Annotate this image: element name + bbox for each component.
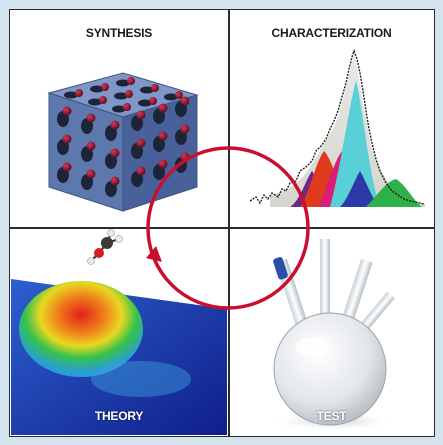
framework-node bbox=[180, 96, 190, 106]
framework-node bbox=[175, 91, 183, 99]
framework-node bbox=[62, 134, 72, 144]
framework-node bbox=[86, 113, 96, 123]
framework-node bbox=[158, 131, 168, 141]
framework-node bbox=[123, 103, 131, 111]
synthesis-label: SYNTHESIS bbox=[85, 26, 153, 40]
characterization-label: CHARACTERIZATION bbox=[271, 26, 392, 40]
framework-node bbox=[136, 166, 146, 176]
framework-pore bbox=[138, 99, 152, 107]
framework-node bbox=[180, 124, 190, 134]
characterization-panel: CHARACTERIZATION bbox=[230, 11, 433, 226]
framework-node bbox=[62, 106, 72, 116]
energy-surface-molecule-icon bbox=[11, 229, 227, 435]
framework-pore bbox=[116, 79, 130, 87]
framework-node bbox=[86, 141, 96, 151]
theory-panel: THEORY bbox=[11, 229, 227, 435]
framework-pore bbox=[164, 93, 178, 101]
framework-node bbox=[62, 162, 72, 172]
framework-node bbox=[125, 90, 133, 98]
reaction-flask-icon bbox=[271, 239, 395, 431]
framework-node bbox=[180, 152, 190, 162]
framework-node bbox=[158, 159, 168, 169]
framework-pore bbox=[114, 92, 128, 100]
porous-framework-crystal-icon bbox=[47, 72, 199, 212]
framework-pore bbox=[140, 86, 154, 94]
test-panel: TEST bbox=[230, 229, 433, 435]
test-label: TEST bbox=[316, 409, 347, 423]
framework-node bbox=[136, 110, 146, 120]
framework-pore bbox=[88, 98, 102, 106]
framework-node bbox=[110, 148, 120, 158]
framework-node bbox=[110, 120, 120, 130]
framework-node bbox=[86, 169, 96, 179]
framework-node bbox=[127, 77, 135, 85]
framework-pore bbox=[112, 105, 126, 113]
framework-node bbox=[75, 89, 83, 97]
framework-node bbox=[101, 83, 109, 91]
framework-node bbox=[99, 96, 107, 104]
theory-label: THEORY bbox=[94, 409, 144, 423]
framework-node bbox=[136, 138, 146, 148]
framework-pore bbox=[64, 91, 78, 99]
synthesis-panel: SYNTHESIS bbox=[11, 11, 227, 226]
framework-node bbox=[110, 176, 120, 186]
framework-node bbox=[151, 84, 159, 92]
spectrum-peak-fit-icon bbox=[249, 48, 425, 207]
framework-pore bbox=[90, 85, 104, 93]
framework-node bbox=[158, 103, 168, 113]
framework-node bbox=[149, 97, 157, 105]
